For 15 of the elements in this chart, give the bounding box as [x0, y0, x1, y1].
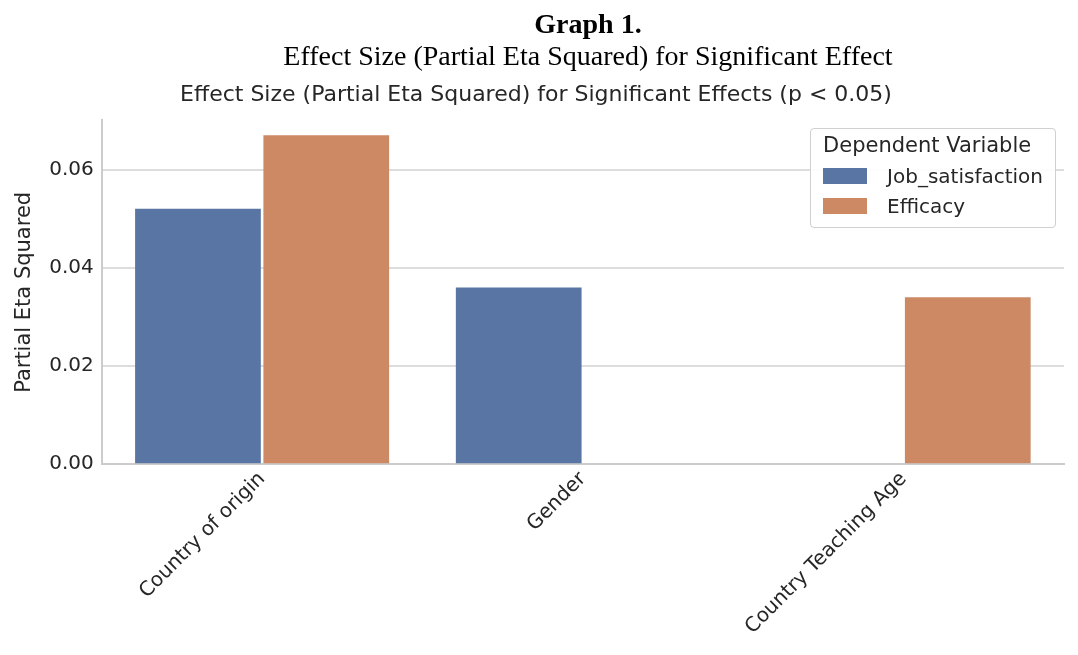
bar: [135, 208, 261, 464]
bar: [904, 297, 1031, 464]
bar: [263, 135, 390, 464]
y-tick-label: 0.02: [49, 352, 94, 377]
caption: Graph 1.: [533, 8, 643, 40]
legend-label: Efficacy: [887, 193, 966, 221]
chart-title: Effect Size (Partial Eta Squared) for Significant Effects (p < 0.05): [180, 80, 892, 106]
legend-title: Dependent Variable: [823, 133, 1033, 158]
bar: [455, 287, 582, 464]
y-axis-title: Partial Eta Squared: [11, 191, 36, 393]
text: Effect Size (Partial Eta Squared) for Significant Effect: [282, 40, 894, 72]
y-tick-label: 0.06: [49, 155, 94, 180]
y-tick-label: 0.04: [49, 253, 94, 278]
y-tick-label: 0.00: [49, 450, 94, 475]
legend-label: Job_satisfaction: [887, 163, 1043, 191]
